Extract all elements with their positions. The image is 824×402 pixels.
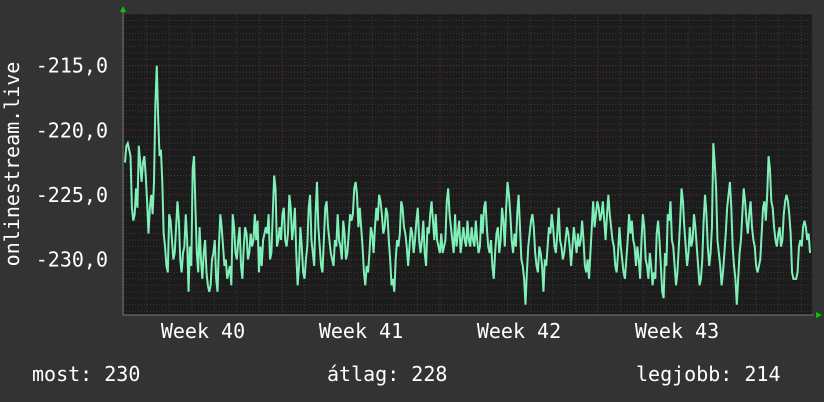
y-tick-label: -230,0 xyxy=(36,247,108,271)
series-line xyxy=(124,65,811,305)
y-tick-label: -225,0 xyxy=(36,183,108,207)
x-tick-label: Week 43 xyxy=(635,319,719,343)
x-axis-ticks: Week 40 Week 41 Week 42 Week 43 xyxy=(161,319,719,343)
x-tick-label: Week 41 xyxy=(319,319,403,343)
y-tick-label: -220,0 xyxy=(36,118,108,142)
x-axis-arrow xyxy=(816,312,822,318)
stat-current: most: 230 xyxy=(32,362,141,386)
axes xyxy=(120,6,822,318)
y-tick-label: -215,0 xyxy=(36,54,108,78)
y-axis-label: onlinestream.live xyxy=(0,62,24,267)
stat-average: átlag: 228 xyxy=(327,362,448,386)
stat-best: legjobb: 214 xyxy=(636,362,781,386)
x-tick-label: Week 42 xyxy=(477,319,561,343)
y-axis-arrow xyxy=(120,6,126,12)
y-axis-ticks: -215,0 -220,0 -225,0 -230,0 xyxy=(36,54,108,272)
x-tick-label: Week 40 xyxy=(161,319,245,343)
